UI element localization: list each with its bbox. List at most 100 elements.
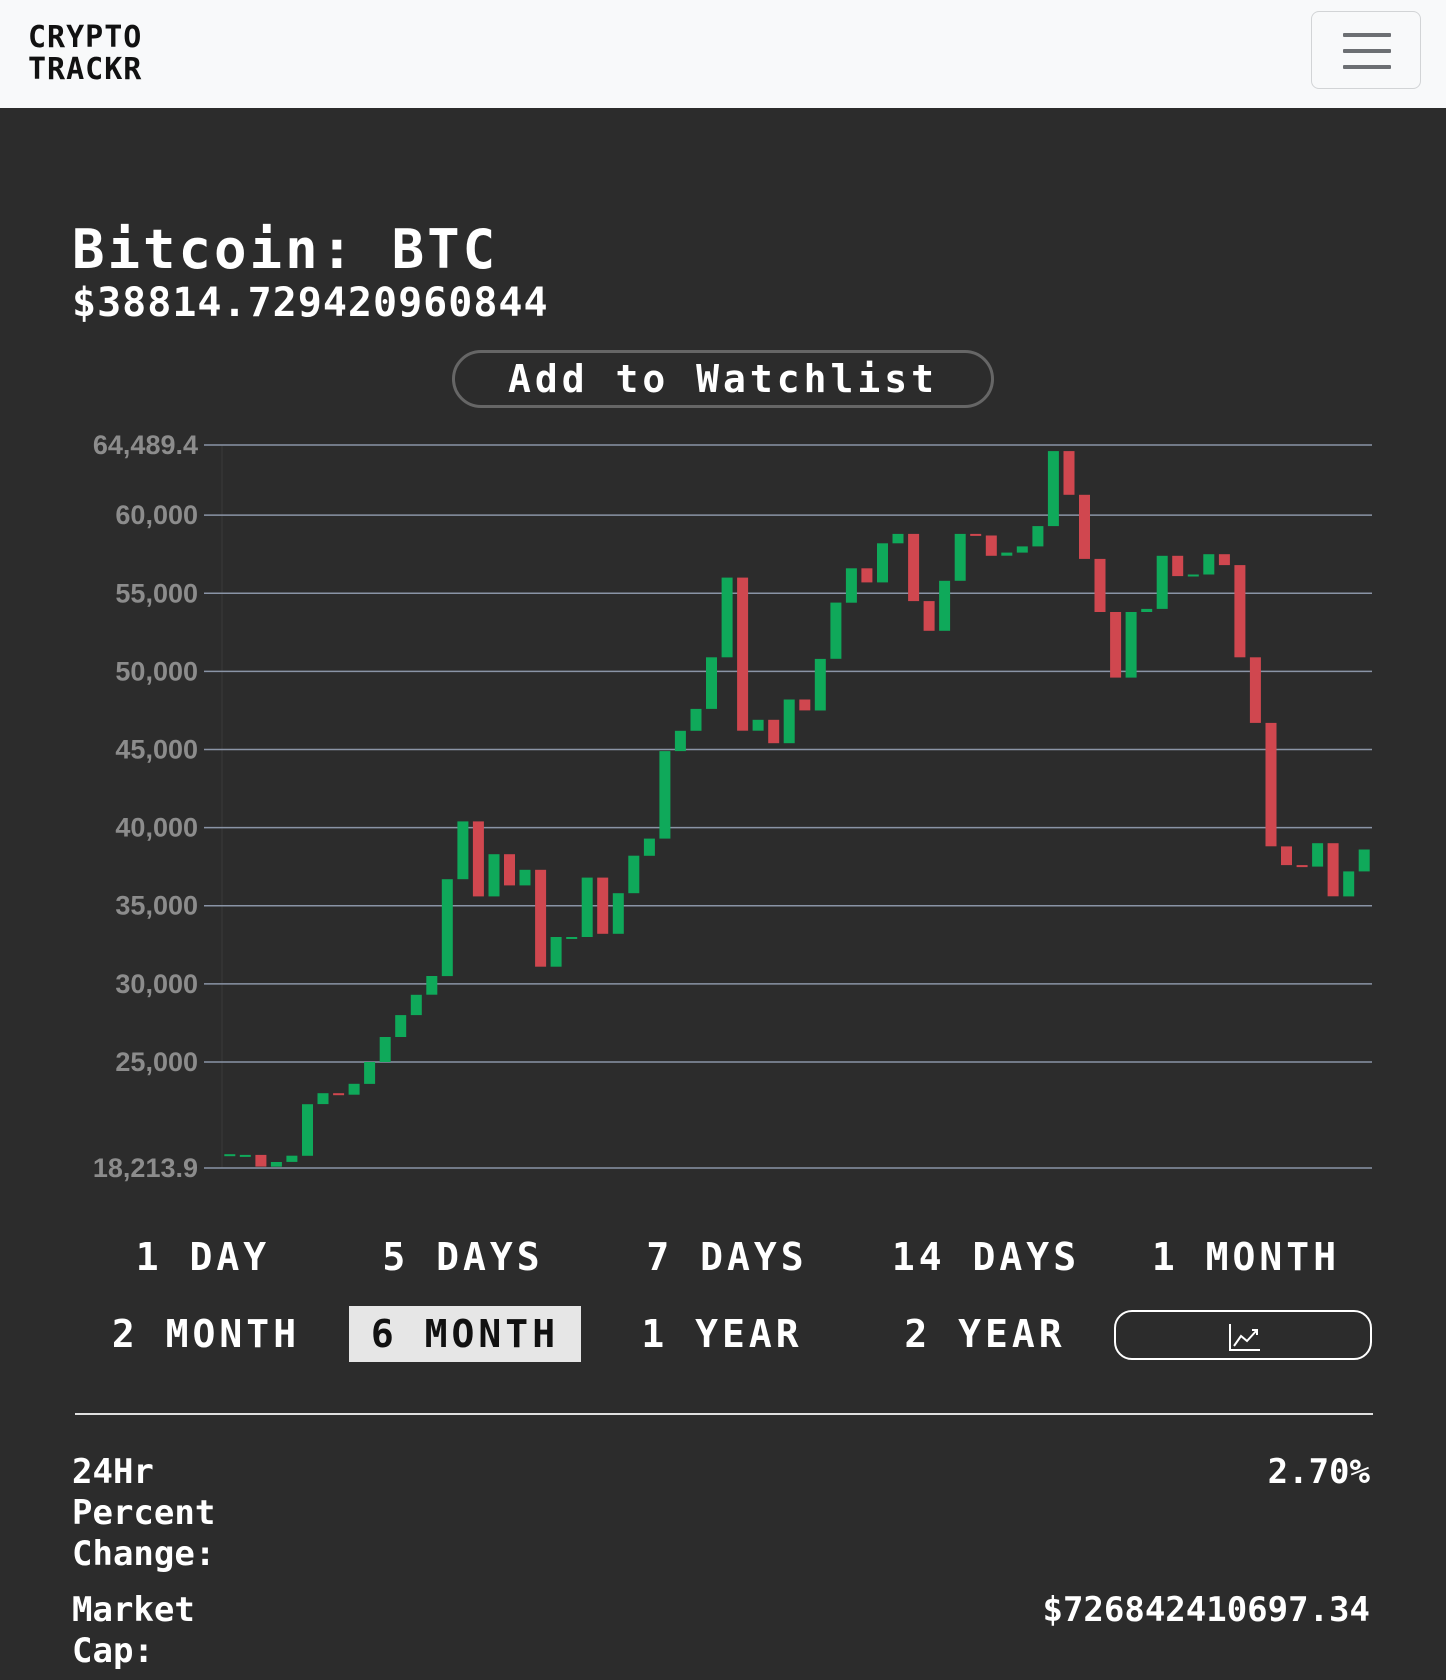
- y-tick-label: 45,000: [115, 734, 198, 764]
- candle-up: [1343, 871, 1355, 897]
- candle-down: [768, 719, 780, 744]
- candle-up: [659, 751, 671, 839]
- candle-up: [1312, 843, 1324, 867]
- range-button-7-days[interactable]: 7 DAYS: [646, 1235, 808, 1279]
- market-cap-label-line: Cap:: [72, 1631, 154, 1671]
- candle-up: [270, 1162, 282, 1167]
- candle-up: [1203, 554, 1215, 575]
- candle-up: [939, 580, 951, 631]
- section-divider: [75, 1413, 1373, 1415]
- candle-up: [364, 1062, 376, 1084]
- candle-down: [597, 877, 609, 934]
- candle-up: [706, 657, 717, 709]
- y-axis-ticks: 64,489.4 60,000 55,000 50,000 45,000 40,000 35…: [93, 430, 198, 1183]
- candle-up: [395, 1015, 407, 1037]
- candle-down: [333, 1093, 345, 1096]
- candle-up: [1032, 526, 1044, 547]
- range-button-2-year[interactable]: 2 YEAR: [904, 1312, 1066, 1356]
- candle-down: [504, 854, 515, 886]
- candle-up: [1001, 552, 1013, 556]
- candle-up: [348, 1083, 360, 1095]
- candle-up: [628, 855, 640, 894]
- candle-down: [255, 1154, 267, 1167]
- range-button-14-days[interactable]: 14 DAYS: [891, 1235, 1081, 1279]
- candle-down: [1296, 865, 1308, 868]
- range-button-1-year[interactable]: 1 YEAR: [641, 1312, 803, 1356]
- candle-down: [1063, 451, 1075, 495]
- y-tick-label: 64,489.4: [93, 430, 198, 460]
- candle-up: [814, 658, 826, 711]
- candle-down: [799, 699, 811, 711]
- candle-down: [472, 821, 484, 897]
- candle-down: [1172, 555, 1184, 577]
- candle-up: [410, 994, 422, 1016]
- price-candlestick-chart: 64,489.4 60,000 55,000 50,000 45,000 40,000 35…: [93, 430, 1372, 1183]
- hamburger-menu-icon-bar: [1343, 65, 1391, 69]
- candle-down: [970, 533, 982, 536]
- candle-down: [1234, 565, 1246, 658]
- candle-down: [535, 869, 547, 967]
- line-chart-icon: [1229, 1324, 1260, 1351]
- navbar: CRYPTO TRACKR: [0, 0, 1446, 108]
- percent-change-value: 2.70%: [1267, 1452, 1370, 1492]
- candle-down: [1265, 722, 1277, 847]
- candle-down: [923, 601, 935, 631]
- candle-up: [1016, 546, 1028, 553]
- candle-down: [1249, 657, 1261, 723]
- candle-up: [1047, 451, 1059, 527]
- candle-up: [566, 937, 578, 939]
- y-tick-label: 50,000: [115, 656, 198, 686]
- candle-up: [519, 869, 531, 886]
- range-button-1-month[interactable]: 1 MONTH: [1151, 1235, 1341, 1279]
- navbar-toggle-button[interactable]: [1311, 11, 1421, 89]
- range-button-1-day[interactable]: 1 DAY: [135, 1235, 271, 1279]
- market-cap-value: $726842410697.34: [1042, 1590, 1370, 1630]
- range-button-5-days[interactable]: 5 DAYS: [382, 1235, 544, 1279]
- brand-logo[interactable]: CRYPTO TRACKR: [28, 22, 142, 86]
- chart-candles: [224, 451, 1370, 1167]
- candle-down: [1281, 846, 1292, 866]
- candle-up: [441, 879, 453, 977]
- candle-up: [1187, 574, 1199, 577]
- candle-up: [752, 719, 764, 731]
- candle-up: [954, 533, 966, 581]
- range-button-6-month[interactable]: 6 MONTH: [349, 1306, 581, 1362]
- candle-up: [690, 708, 702, 731]
- candle-down: [1218, 554, 1230, 566]
- add-to-watchlist-button[interactable]: Add to Watchlist: [452, 350, 994, 408]
- candle-up: [783, 699, 795, 744]
- candle-down: [1079, 494, 1090, 559]
- candle-up: [302, 1104, 313, 1156]
- candle-up: [1141, 608, 1153, 612]
- candle-up: [426, 976, 438, 995]
- percent-change-label-line: Percent: [72, 1493, 216, 1533]
- hamburger-menu-icon-bar: [1343, 49, 1391, 53]
- brand-line-2: TRACKR: [28, 52, 143, 87]
- candle-down: [1094, 558, 1106, 612]
- candle-up: [224, 1154, 236, 1157]
- percent-change-label-line: 24Hr: [72, 1452, 154, 1492]
- candle-up: [612, 893, 624, 934]
- candle-down: [985, 535, 997, 556]
- market-cap-label: Market Cap:: [72, 1590, 195, 1672]
- candle-up: [581, 877, 593, 937]
- candle-up: [550, 937, 562, 967]
- y-tick-label: 18,213.9: [93, 1153, 198, 1183]
- y-tick-label: 30,000: [115, 969, 198, 999]
- candle-up: [488, 854, 500, 897]
- market-cap-label-line: Market: [72, 1590, 195, 1630]
- y-tick-label: 25,000: [115, 1047, 198, 1077]
- candle-up: [674, 730, 686, 752]
- candle-up: [830, 602, 842, 659]
- chart-type-toggle-button[interactable]: [1114, 1310, 1372, 1360]
- y-tick-label: 40,000: [115, 813, 198, 843]
- candle-down: [1327, 843, 1339, 897]
- candle-up: [877, 543, 888, 583]
- candle-down: [861, 568, 873, 583]
- candle-up: [845, 568, 857, 603]
- y-tick-label: 60,000: [115, 500, 198, 530]
- candle-up: [1156, 555, 1168, 609]
- candle-down: [737, 577, 749, 731]
- candle-up: [239, 1154, 251, 1157]
- range-button-2-month[interactable]: 2 MONTH: [111, 1312, 301, 1356]
